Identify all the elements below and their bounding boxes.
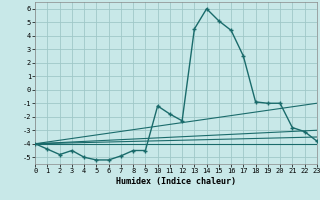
X-axis label: Humidex (Indice chaleur): Humidex (Indice chaleur) xyxy=(116,177,236,186)
